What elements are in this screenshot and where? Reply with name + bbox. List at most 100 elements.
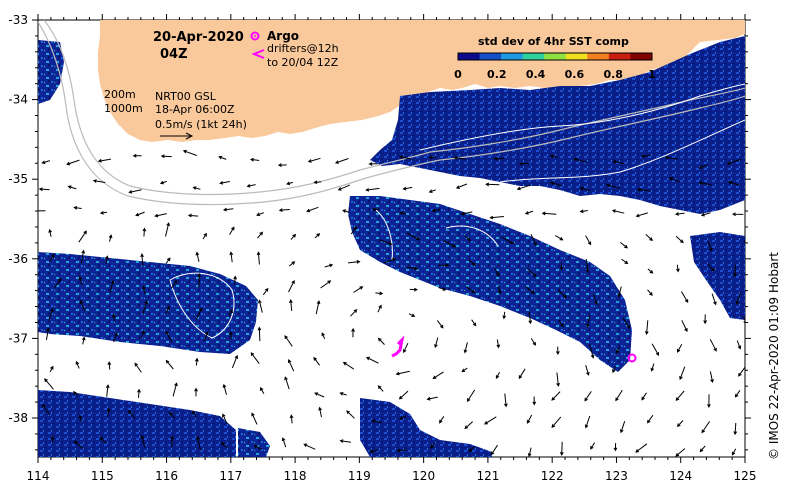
- current-arrow: [527, 268, 537, 278]
- current-arrow: [66, 159, 80, 166]
- colorbar-tick-label: 0.8: [603, 68, 623, 81]
- current-arrow: [527, 447, 532, 457]
- current-arrow: [675, 448, 686, 457]
- current-arrow: [573, 157, 588, 164]
- current-arrow: [736, 340, 742, 350]
- current-arrow: [134, 362, 142, 373]
- current-arrow: [140, 434, 146, 448]
- colorbar-segment: [522, 53, 545, 60]
- current-arrow: [733, 264, 737, 278]
- x-tick-label: 123: [605, 469, 628, 483]
- current-arrow: [73, 390, 78, 397]
- sst-isolines: [169, 83, 745, 339]
- credit-text: © IMOS 22-Apr-2020 01:09 Hobart: [767, 252, 781, 460]
- current-arrow: [675, 390, 685, 401]
- current-vectors: [38, 149, 745, 457]
- current-arrow: [137, 388, 141, 398]
- current-arrow: [346, 410, 355, 419]
- current-arrow: [701, 421, 711, 434]
- current-arrow: [406, 232, 421, 240]
- colorbar-segment: [565, 53, 588, 60]
- map-time: 04Z: [160, 47, 188, 62]
- current-arrow: [640, 154, 651, 158]
- current-arrow: [281, 437, 287, 448]
- current-arrow: [503, 393, 508, 408]
- current-arrow: [559, 441, 564, 456]
- current-arrow: [468, 259, 476, 266]
- current-arrow: [307, 157, 321, 163]
- current-arrow: [541, 211, 557, 216]
- x-tick-label: 116: [155, 469, 178, 483]
- current-arrow: [142, 227, 147, 237]
- current-arrow: [396, 448, 407, 453]
- current-arrow: [41, 160, 51, 165]
- current-arrow: [165, 359, 174, 370]
- current-arrow: [650, 363, 655, 372]
- current-arrow: [289, 414, 294, 424]
- current-arrow: [99, 436, 107, 444]
- current-arrow: [286, 181, 294, 186]
- current-arrow: [426, 396, 438, 401]
- y-tick-label: -37: [8, 331, 28, 345]
- current-arrow: [641, 392, 647, 401]
- current-arrow: [229, 226, 235, 235]
- current-arrow: [320, 280, 332, 289]
- current-arrow: [436, 320, 444, 329]
- current-arrow: [698, 181, 712, 186]
- current-arrow: [395, 370, 410, 376]
- current-arrow: [383, 258, 397, 264]
- y-tick-label: -33: [8, 13, 28, 27]
- current-arrow: [109, 279, 115, 293]
- current-arrow: [140, 253, 144, 266]
- current-arrow: [140, 330, 145, 339]
- current-arrow: [365, 187, 380, 192]
- current-arrow: [636, 187, 651, 192]
- current-arrow: [79, 299, 86, 312]
- y-axis: -33 -34 -35 -36 -37 -38: [8, 13, 751, 451]
- current-arrow: [54, 277, 62, 289]
- current-arrow: [651, 343, 659, 357]
- current-arrow: [350, 309, 358, 317]
- current-arrow: [342, 361, 355, 370]
- colorbar-segment: [608, 53, 631, 60]
- current-arrow: [192, 186, 201, 190]
- current-arrow: [165, 330, 173, 343]
- x-tick-label: 121: [476, 469, 499, 483]
- current-arrow: [733, 422, 738, 436]
- current-arrow: [107, 361, 112, 370]
- current-arrow: [160, 154, 172, 159]
- colorbar-tick-label: 0: [454, 68, 462, 81]
- current-arrow: [108, 234, 113, 242]
- current-arrow: [399, 211, 407, 216]
- current-arrow: [313, 180, 322, 185]
- current-arrow: [431, 208, 441, 213]
- current-arrow: [351, 327, 355, 338]
- current-arrow: [172, 382, 178, 397]
- current-arrow: [194, 357, 199, 366]
- current-arrow: [709, 371, 714, 384]
- current-arrow: [428, 155, 437, 160]
- x-tick-label: 124: [669, 469, 692, 483]
- current-arrow: [408, 313, 416, 317]
- sst-data: [38, 36, 745, 457]
- current-arrow: [432, 371, 444, 379]
- current-arrow: [342, 209, 350, 213]
- current-arrow: [165, 222, 170, 237]
- current-arrow: [277, 163, 287, 167]
- current-arrow: [371, 207, 380, 212]
- current-arrow: [284, 335, 293, 347]
- current-arrow: [257, 326, 262, 342]
- x-tick-label: 122: [541, 469, 564, 483]
- current-arrow: [551, 416, 562, 429]
- current-arrow: [490, 444, 498, 456]
- x-tick-label: 125: [734, 469, 757, 483]
- y-tick-label: -35: [8, 172, 28, 186]
- current-arrow: [551, 391, 561, 401]
- current-arrow: [406, 266, 419, 271]
- current-arrow: [42, 403, 51, 416]
- current-arrow: [743, 316, 745, 324]
- current-arrow: [438, 287, 447, 291]
- current-arrow: [375, 291, 384, 296]
- current-arrow: [635, 443, 648, 453]
- current-arrow: [743, 239, 745, 244]
